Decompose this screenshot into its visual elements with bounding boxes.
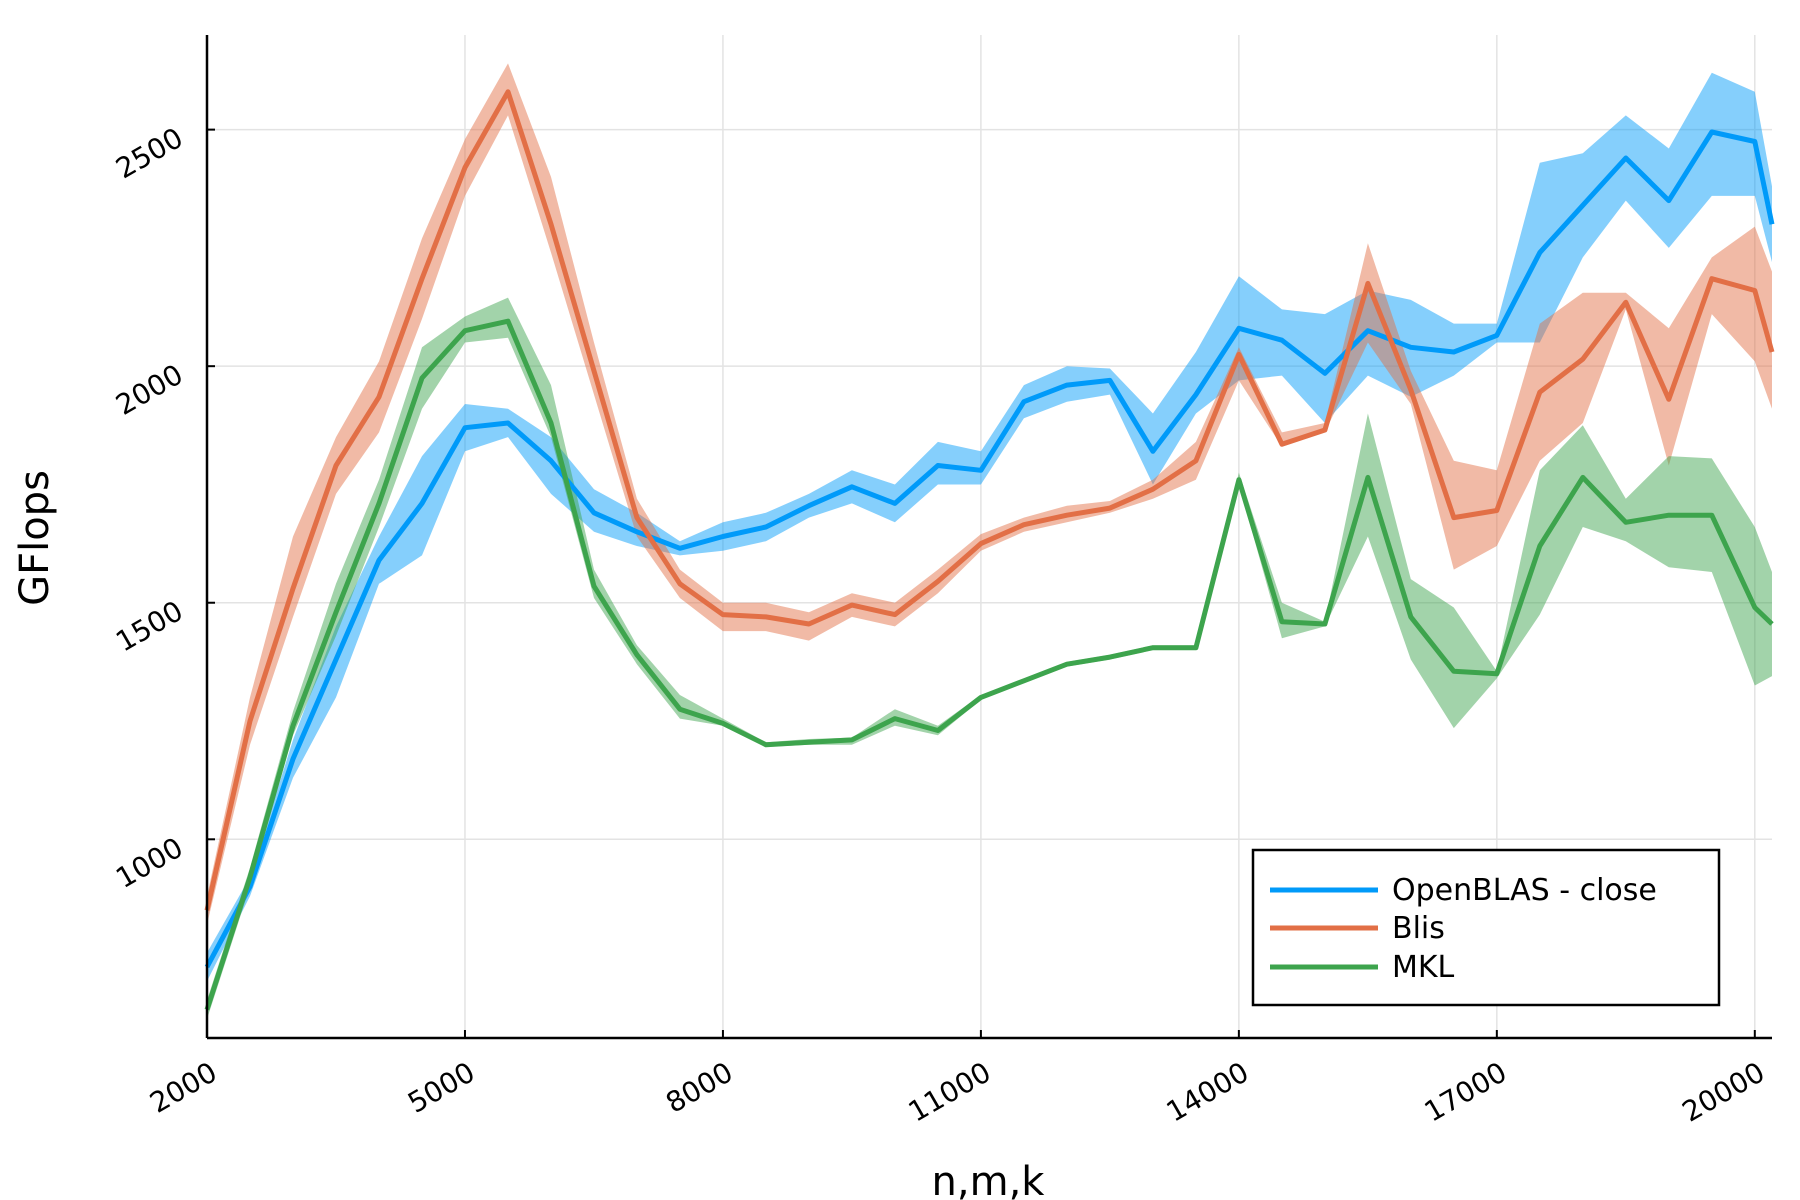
y-tick-label: 1000	[110, 831, 188, 895]
x-tick-label: 17000	[1419, 1055, 1513, 1128]
line-series-2	[204, 318, 1774, 1011]
y-tick-label: 1500	[110, 594, 188, 658]
x-tick-label: 20000	[1677, 1055, 1771, 1128]
y-axis-ticks: 1000 1500 2000 2500	[110, 121, 215, 895]
x-tick-label: 5000	[402, 1055, 480, 1119]
legend-label-mkl: MKL	[1392, 950, 1455, 985]
band-series-2	[207, 297, 1772, 1020]
band-series-1	[207, 63, 1772, 925]
y-tick-label: 2500	[110, 121, 188, 185]
grid-lines	[206, 35, 1772, 1038]
x-tick-label: 11000	[903, 1055, 997, 1128]
x-tick-label: 14000	[1161, 1055, 1255, 1128]
legend-label-openblas: OpenBLAS - close	[1392, 873, 1657, 908]
x-tick-label: 2000	[144, 1055, 222, 1119]
x-axis-ticks: 2000 5000 8000 11000 14000 17000 20000	[144, 1030, 1770, 1129]
confidence-bands	[207, 63, 1772, 1020]
series-lines	[204, 89, 1775, 1011]
line-series-1	[204, 89, 1775, 911]
band-series-0	[207, 72, 1772, 982]
legend-label-blis: Blis	[1392, 911, 1445, 946]
legend: OpenBLAS - close Blis MKL	[1251, 848, 1721, 1007]
axes	[205, 35, 1772, 1040]
line-series-0	[204, 129, 1775, 969]
x-tick-label: 8000	[660, 1055, 738, 1119]
x-axis-title: n,m,k	[932, 1159, 1046, 1200]
y-axis-title: GFlops	[12, 470, 58, 606]
y-tick-label: 2000	[110, 358, 188, 422]
